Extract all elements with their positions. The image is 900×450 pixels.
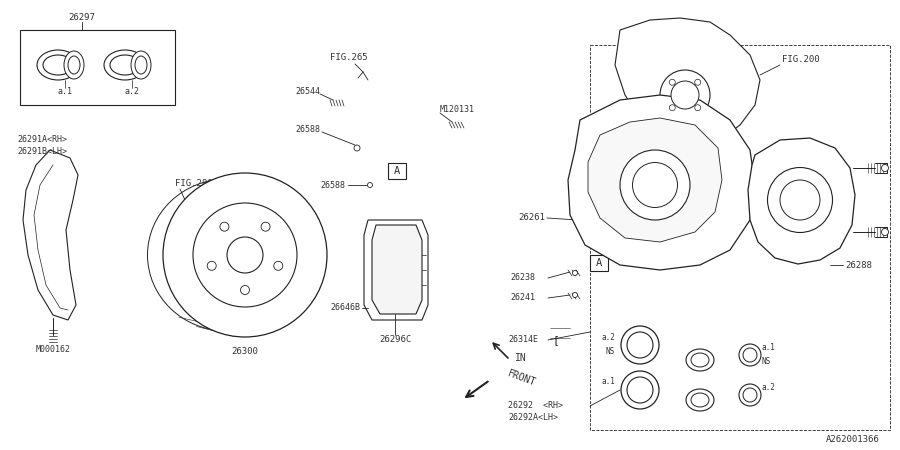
- Ellipse shape: [37, 50, 79, 80]
- Text: M120131: M120131: [440, 105, 475, 114]
- Ellipse shape: [104, 50, 146, 80]
- Text: a.1: a.1: [601, 378, 615, 387]
- Text: A: A: [394, 166, 400, 176]
- Text: FRONT: FRONT: [506, 368, 537, 388]
- Ellipse shape: [621, 371, 659, 409]
- Text: a.1: a.1: [762, 342, 776, 351]
- Ellipse shape: [43, 55, 73, 75]
- Text: 26588: 26588: [320, 180, 345, 189]
- Text: A262001366: A262001366: [826, 436, 880, 445]
- Polygon shape: [23, 150, 78, 320]
- Ellipse shape: [671, 81, 699, 109]
- Text: 26296C: 26296C: [379, 336, 411, 345]
- Ellipse shape: [621, 326, 659, 364]
- Polygon shape: [372, 225, 422, 314]
- Text: FIG.265: FIG.265: [330, 54, 367, 63]
- Ellipse shape: [881, 165, 888, 171]
- Text: 26238: 26238: [510, 274, 535, 283]
- Ellipse shape: [768, 167, 832, 233]
- Text: M000162: M000162: [35, 346, 70, 355]
- Ellipse shape: [572, 292, 578, 297]
- Text: a.2: a.2: [762, 382, 776, 392]
- Ellipse shape: [633, 162, 678, 207]
- Polygon shape: [635, 140, 685, 195]
- Polygon shape: [748, 138, 855, 264]
- Text: a.2: a.2: [601, 333, 615, 342]
- Ellipse shape: [660, 70, 710, 120]
- Ellipse shape: [780, 180, 820, 220]
- Ellipse shape: [691, 353, 709, 367]
- Text: A: A: [596, 258, 602, 268]
- Ellipse shape: [240, 285, 249, 294]
- Ellipse shape: [274, 261, 283, 270]
- Text: 26300: 26300: [231, 346, 258, 356]
- Bar: [388, 163, 406, 179]
- Ellipse shape: [695, 105, 701, 111]
- Ellipse shape: [743, 388, 757, 402]
- Ellipse shape: [131, 51, 151, 79]
- Ellipse shape: [739, 344, 761, 366]
- Text: 26588: 26588: [295, 126, 320, 135]
- Text: NS: NS: [606, 346, 615, 356]
- Ellipse shape: [743, 348, 757, 362]
- Ellipse shape: [686, 389, 714, 411]
- Text: 26314E: 26314E: [508, 336, 538, 345]
- Ellipse shape: [739, 384, 761, 406]
- Polygon shape: [615, 18, 760, 148]
- Text: IN: IN: [515, 353, 526, 363]
- Ellipse shape: [64, 51, 84, 79]
- Text: FIG.280: FIG.280: [175, 179, 212, 188]
- Text: 26292  <RH>: 26292 <RH>: [508, 400, 563, 410]
- Text: [: [: [553, 335, 560, 345]
- Text: 26241: 26241: [510, 293, 535, 302]
- Ellipse shape: [881, 229, 888, 235]
- Ellipse shape: [367, 183, 373, 188]
- Polygon shape: [568, 95, 755, 270]
- Ellipse shape: [220, 222, 229, 231]
- Ellipse shape: [163, 173, 327, 337]
- Text: 26646B: 26646B: [330, 303, 360, 312]
- Ellipse shape: [620, 150, 690, 220]
- Ellipse shape: [572, 270, 578, 275]
- Text: 26292A<LH>: 26292A<LH>: [508, 413, 558, 422]
- Text: 26288: 26288: [845, 261, 872, 270]
- Text: a.1: a.1: [58, 87, 73, 96]
- Ellipse shape: [670, 79, 675, 85]
- Ellipse shape: [193, 203, 297, 307]
- Text: FIG.200: FIG.200: [782, 55, 820, 64]
- Ellipse shape: [670, 105, 675, 111]
- Ellipse shape: [354, 145, 360, 151]
- Polygon shape: [588, 118, 722, 242]
- Text: 26291B<LH>: 26291B<LH>: [17, 148, 67, 157]
- Text: NS: NS: [762, 356, 771, 365]
- Ellipse shape: [686, 349, 714, 371]
- Ellipse shape: [68, 56, 80, 74]
- Ellipse shape: [627, 377, 653, 403]
- Polygon shape: [364, 220, 428, 320]
- Text: 26291A<RH>: 26291A<RH>: [17, 135, 67, 144]
- Ellipse shape: [207, 261, 216, 270]
- Bar: [590, 255, 608, 271]
- Text: a.2: a.2: [124, 87, 140, 96]
- Ellipse shape: [627, 332, 653, 358]
- Ellipse shape: [110, 55, 140, 75]
- Ellipse shape: [135, 56, 147, 74]
- Bar: [20, 30, 175, 105]
- Text: 26544: 26544: [295, 87, 320, 96]
- Ellipse shape: [695, 79, 701, 85]
- Text: 26297: 26297: [68, 14, 95, 22]
- Ellipse shape: [227, 237, 263, 273]
- Ellipse shape: [691, 393, 709, 407]
- Text: 26261: 26261: [518, 213, 544, 222]
- Ellipse shape: [261, 222, 270, 231]
